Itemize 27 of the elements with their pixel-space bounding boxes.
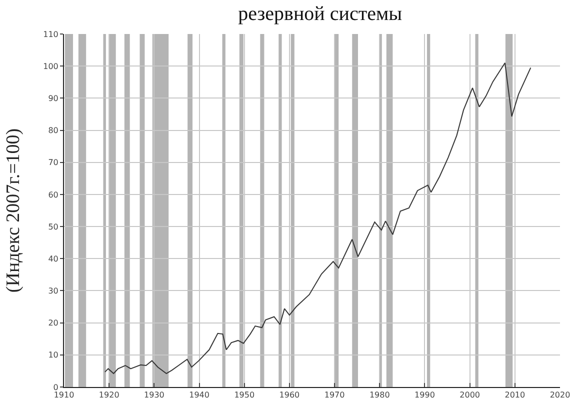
y-tick-label: 80 [48, 126, 58, 136]
y-axis-title: (Индекс 2007г.=100) [2, 128, 24, 293]
y-tick-label: 40 [48, 254, 58, 264]
x-tick-label: 2010 [504, 390, 526, 400]
x-tick-label: 1980 [369, 390, 390, 400]
x-tick-label: 1970 [324, 390, 345, 400]
x-tick-label: 1910 [54, 390, 74, 400]
y-tick-label: 50 [48, 222, 58, 232]
x-tick-label: 1960 [279, 390, 300, 400]
x-tick-label: 1920 [98, 390, 120, 400]
y-tick-label: 10 [48, 350, 58, 360]
x-tick-label: 1940 [189, 390, 210, 400]
y-tick-label: 70 [48, 158, 58, 168]
y-tick-label: 90 [48, 94, 58, 103]
y-tick-label: 0 [53, 382, 58, 392]
y-tick-label: 100 [43, 62, 58, 71]
x-tick-label: 2000 [460, 390, 480, 400]
x-tick-label: 2020 [550, 390, 570, 400]
line-series [104, 62, 532, 374]
y-tick-label: 60 [48, 190, 58, 200]
x-tick-label: 1930 [144, 390, 164, 400]
x-tick-label: 1950 [234, 390, 255, 400]
y-tick-label: 110 [43, 30, 58, 39]
y-tick-label: 30 [48, 286, 58, 296]
x-tick-label: 1990 [414, 390, 435, 400]
chart-title: резервной системы [238, 3, 402, 26]
y-tick-label: 20 [48, 318, 58, 328]
